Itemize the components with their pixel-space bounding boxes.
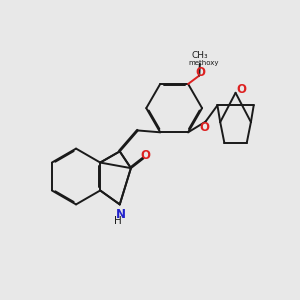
Text: O: O xyxy=(141,149,151,162)
Text: N: N xyxy=(116,208,126,221)
Text: O: O xyxy=(196,66,206,79)
Text: O: O xyxy=(236,83,246,97)
Text: CH₃: CH₃ xyxy=(191,51,208,60)
Text: O: O xyxy=(199,121,209,134)
Text: methoxy: methoxy xyxy=(188,60,219,66)
Text: H: H xyxy=(114,216,122,226)
